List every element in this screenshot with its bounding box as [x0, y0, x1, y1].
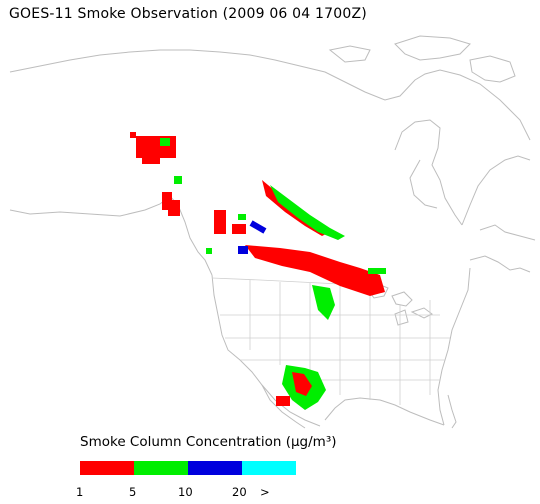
smoke-alberta-band — [245, 180, 385, 296]
legend-color-bar — [80, 461, 296, 475]
legend-swatch-5-10 — [134, 461, 188, 475]
smoke-southwest-low — [276, 372, 312, 406]
smoke-alaska-north — [130, 132, 176, 164]
smoke-bc-mid — [238, 214, 246, 220]
legend-swatch-20-plus — [242, 461, 296, 475]
legend-tick-10: 10 — [178, 485, 193, 499]
smoke-coast-bc — [162, 192, 246, 234]
smoke-map — [9, 35, 536, 429]
coastlines — [9, 35, 536, 429]
smoke-bc-high — [249, 220, 267, 234]
map-title: GOES-11 Smoke Observation (2009 06 04 17… — [9, 6, 367, 22]
smoke-lake-high — [238, 246, 248, 254]
legend-tick-5: 5 — [129, 485, 137, 499]
legend-title: Smoke Column Concentration (μg/m³) — [80, 434, 337, 450]
smoke-mid-bands — [174, 176, 386, 320]
smoke-detections — [130, 132, 386, 410]
legend-tick-over: > — [260, 485, 270, 499]
legend-swatch-10-20 — [188, 461, 242, 475]
smoke-alaska-north-mid — [160, 138, 170, 146]
legend-swatch-1-5 — [80, 461, 134, 475]
legend-tick-1: 1 — [76, 485, 84, 499]
legend-tick-20: 20 — [232, 485, 247, 499]
